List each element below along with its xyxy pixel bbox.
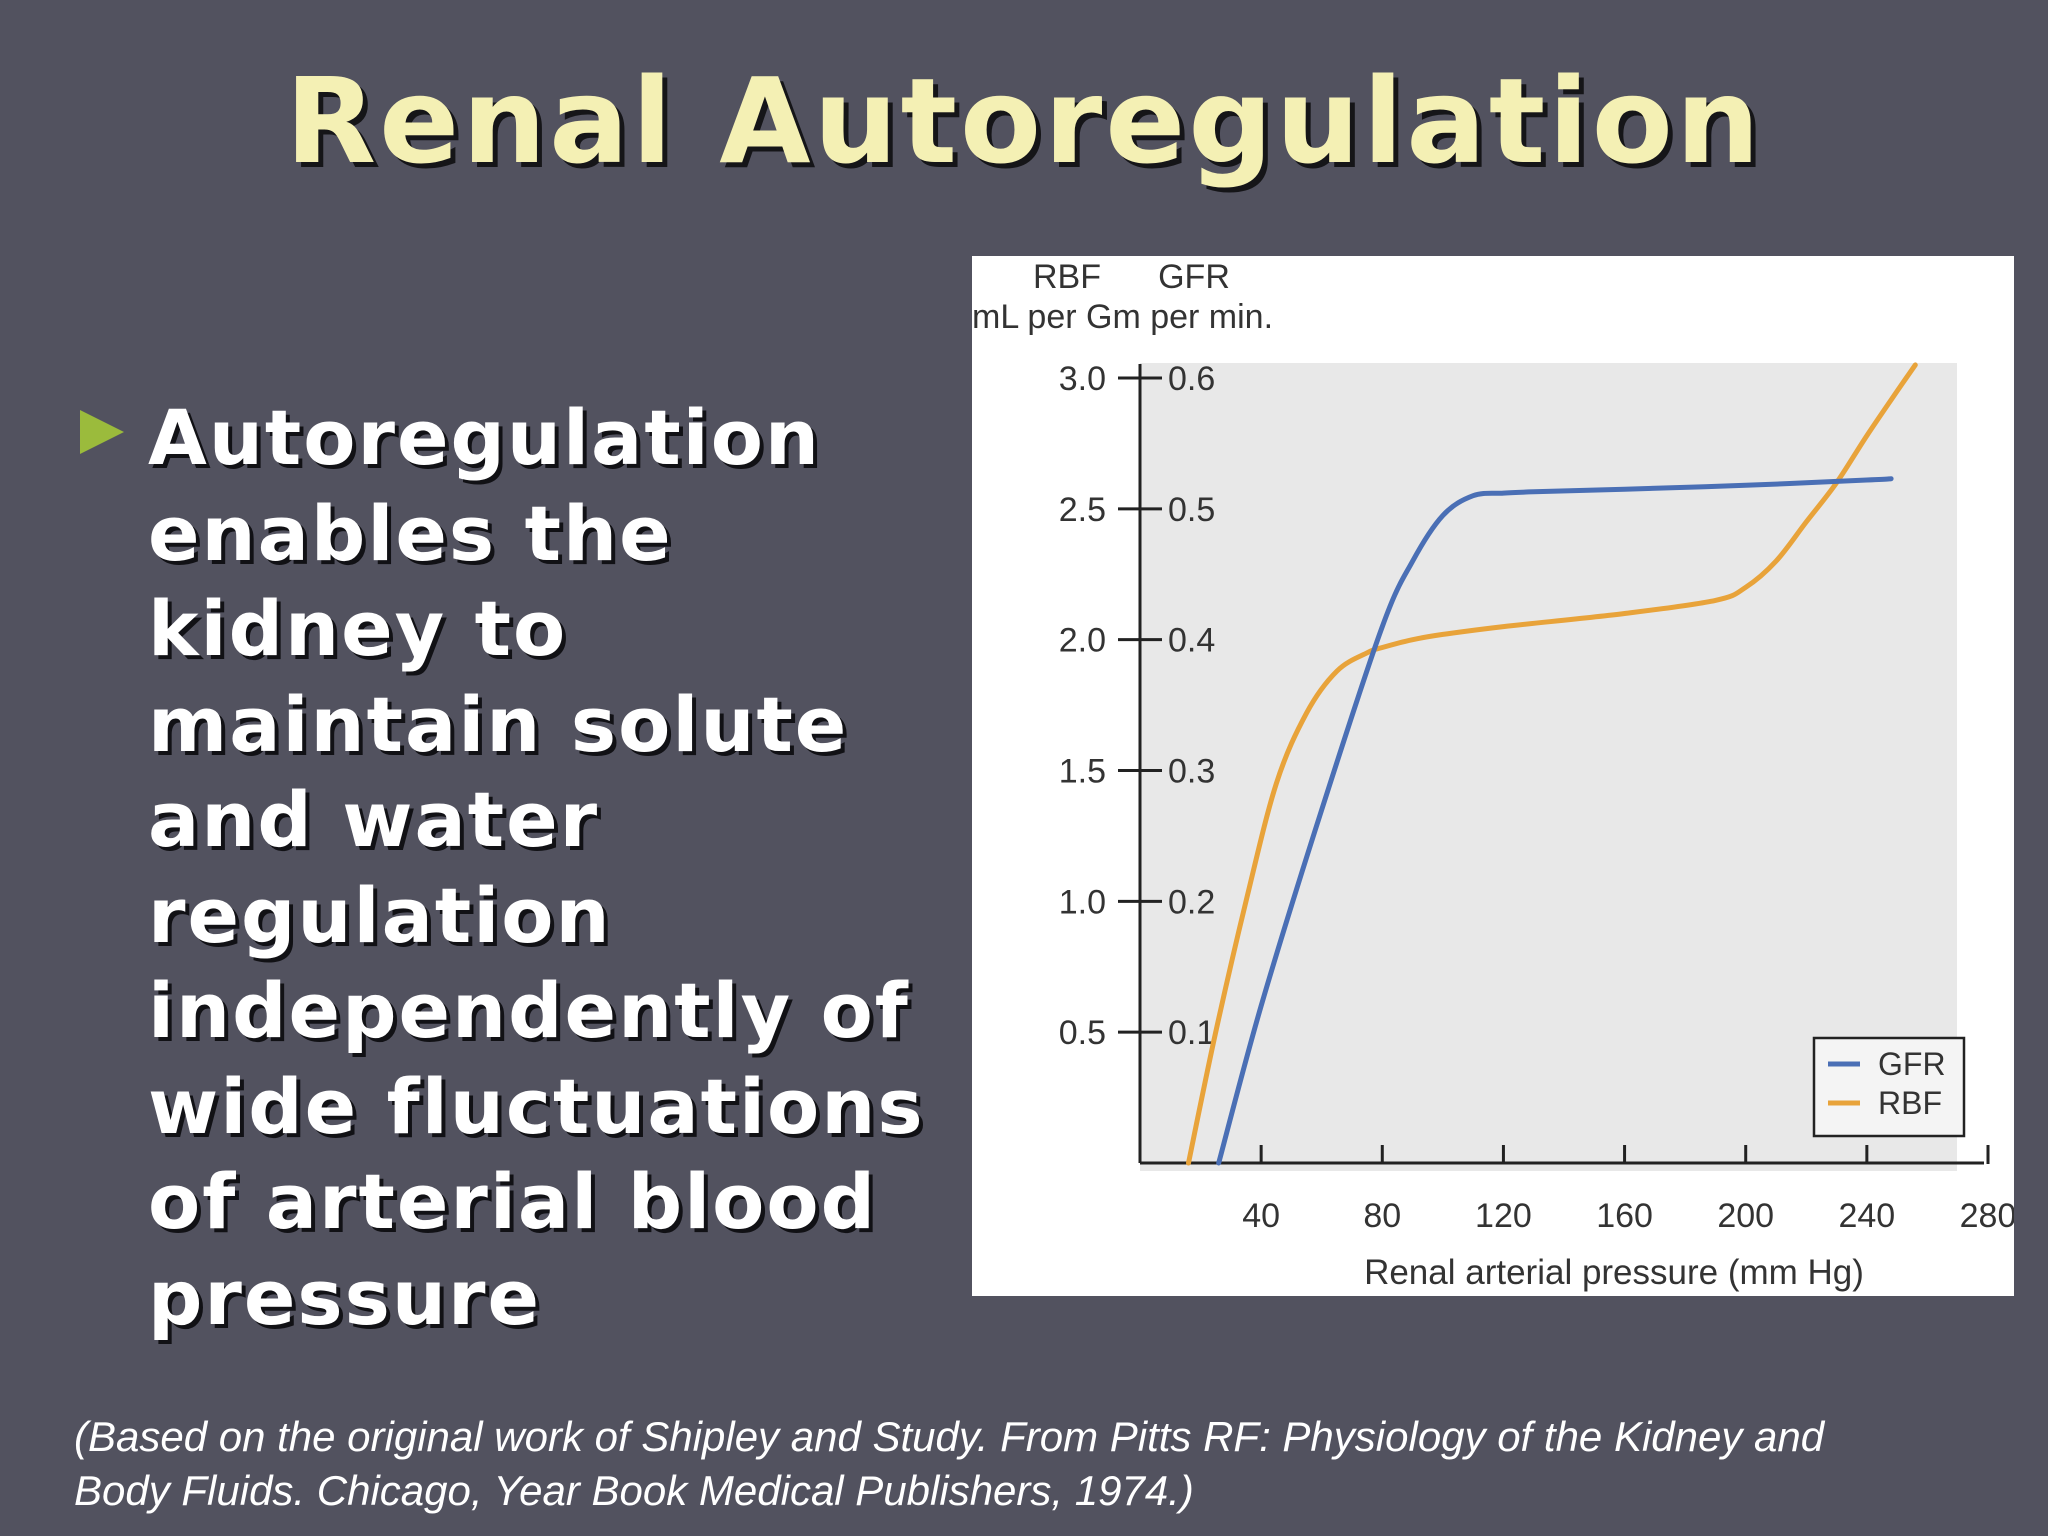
series-layer	[1186, 362, 1918, 1166]
citation-line-1: (Based on the original work of Shipley a…	[74, 1413, 1825, 1460]
y-tick-label-rbf: 3.0	[1059, 360, 1106, 398]
y-axis-label-rbf: RBF	[1033, 258, 1101, 296]
x-tick-label: 280	[1960, 1197, 2014, 1235]
series-line-gfr	[1216, 476, 1894, 1166]
legend-label-rbf: RBF	[1878, 1085, 1942, 1121]
x-tick-label: 120	[1475, 1197, 1532, 1235]
bullet-text: Autoregulation enables the kidney to mai…	[148, 393, 925, 1342]
citation: (Based on the original work of Shipley a…	[74, 1410, 2014, 1518]
x-tick-label: 200	[1717, 1197, 1774, 1235]
autoregulation-chart: RBF GFR mL per Gm per min. Renal arteria…	[972, 256, 2014, 1296]
x-axis-label: Renal arterial pressure (mm Hg)	[1364, 1253, 1864, 1292]
x-tick-label: 40	[1242, 1197, 1280, 1235]
y-tick-label-gfr: 0.3	[1168, 753, 1215, 791]
bullet-arrow-icon	[80, 410, 124, 454]
plot-area	[1140, 363, 1957, 1171]
axes: 0.5 0.1 1.0 0.2 1.5 0.3 2.0 0.4 2.5 0.5 3.0 0.6 40 80…	[1059, 360, 2014, 1235]
y-tick-label-rbf: 2.5	[1059, 491, 1106, 529]
chart-svg: RBF GFR mL per Gm per min. Renal arteria…	[972, 258, 2014, 1292]
y-tick-label-gfr: 0.6	[1168, 360, 1215, 398]
y-tick-label-gfr: 0.5	[1168, 491, 1215, 529]
x-tick-label: 80	[1363, 1197, 1401, 1235]
y-tick-label-gfr: 0.4	[1168, 622, 1215, 660]
legend-box	[1812, 1036, 1966, 1138]
y-tick-label-rbf: 0.5	[1059, 1014, 1106, 1052]
x-tick-label: 240	[1838, 1197, 1895, 1235]
citation-line-2: Body Fluids. Chicago, Year Book Medical …	[74, 1467, 1194, 1514]
y-tick-label-rbf: 1.0	[1059, 883, 1106, 921]
slide-title: Renal Autoregulation	[285, 52, 1763, 190]
y-tick-label-rbf: 2.0	[1059, 622, 1106, 660]
series-line-rbf	[1186, 362, 1918, 1166]
y-tick-label-rbf: 1.5	[1059, 753, 1106, 791]
legend-label-gfr: GFR	[1878, 1046, 1946, 1082]
y-axis-label-gfr: GFR	[1158, 258, 1230, 296]
y-axis-unit: mL per Gm per min.	[972, 298, 1273, 336]
y-tick-label-gfr: 0.2	[1168, 883, 1215, 921]
x-tick-label: 160	[1596, 1197, 1653, 1235]
y-tick-label-gfr: 0.1	[1168, 1014, 1215, 1052]
